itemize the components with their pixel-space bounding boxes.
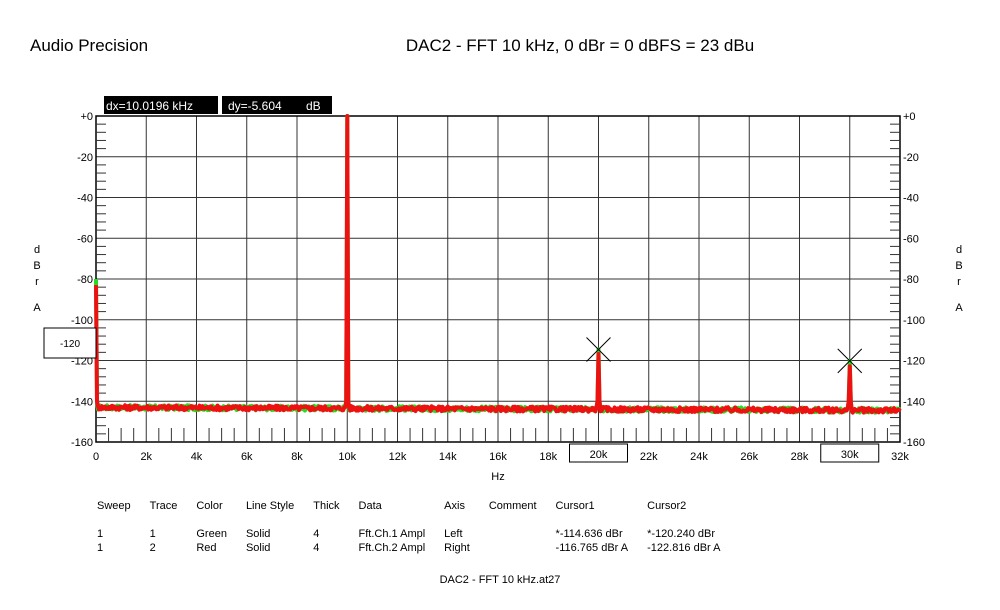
legend-cell: *-120.240 dBr (647, 528, 716, 540)
legend-header: Cursor2 (647, 500, 687, 512)
x-tick-label: 6k (241, 451, 253, 463)
x-tick-label: 8k (291, 451, 303, 463)
y-tick-label-left: -60 (77, 233, 93, 245)
x-axis-label: Hz (491, 471, 504, 483)
readout-dy: dy=-5.604 (228, 99, 282, 113)
x-tick-label: 28k (791, 451, 809, 463)
x-tick-label: 22k (640, 451, 658, 463)
legend-cell (480, 542, 547, 556)
y-tick-label-right: -20 (903, 152, 919, 164)
y-tick-label-left: -100 (71, 315, 93, 327)
legend-header: Thick (313, 500, 340, 512)
legend-header: Line Style (245, 500, 295, 512)
legend-cell: *-114.636 dBr (555, 528, 623, 540)
legend-header: Trace (149, 500, 178, 512)
x-tick-label: 24k (690, 451, 708, 463)
x-tick-label: 18k (539, 451, 557, 463)
left-axis-weight: A (33, 302, 41, 314)
legend-cell: Fft.Ch.1 Ampl (358, 528, 426, 540)
x-tick-label: 14k (439, 451, 457, 463)
legend-row: 1 1 Green Solid 4 Fft.Ch.1 Ampl Left *-1… (88, 528, 731, 542)
cursor-x-box (569, 443, 628, 463)
legend-cell: 4 (313, 542, 320, 554)
x-tick-label: 4k (191, 451, 203, 463)
x-tick-label: 2k (140, 451, 152, 463)
legend-header: Sweep (97, 500, 131, 512)
x-tick-label: 16k (489, 451, 507, 463)
legend-header: Comment (488, 500, 537, 512)
legend-cell: Solid (245, 542, 271, 554)
legend-cell: 2 (149, 542, 156, 554)
cursor-x-label: 20k (590, 449, 608, 461)
brand-label: Audio Precision (30, 36, 149, 55)
x-tick-label: 0 (93, 451, 99, 463)
legend-header: Data (358, 500, 382, 512)
y-tick-label-right: -100 (903, 315, 925, 327)
legend-header-row: Sweep Trace Color Line Style Thick Data … (88, 500, 731, 514)
legend-cell: Solid (245, 528, 271, 540)
legend-cell (480, 528, 547, 542)
legend-cell: 4 (313, 528, 320, 540)
cursor-x-box (820, 443, 880, 463)
y-tick-label-right: +0 (903, 111, 916, 123)
footer-filename: DAC2 - FFT 10 kHz.at27 (439, 574, 561, 586)
legend-row: 1 2 Red Solid 4 Fft.Ch.2 Ampl Right -116… (88, 542, 731, 556)
legend-header: Color (196, 500, 223, 512)
cursor-y-label: -120 (60, 339, 80, 350)
y-tick-label-right: -80 (903, 274, 919, 286)
y-tick-label-right: -160 (903, 437, 925, 449)
readout-divider (218, 96, 222, 114)
legend-table: Sweep Trace Color Line Style Thick Data … (88, 500, 731, 556)
legend-cell: -122.816 dBr A (647, 542, 721, 554)
y-tick-label-left: -40 (77, 193, 93, 205)
legend-header: Axis (444, 500, 465, 512)
cursor-marker (586, 337, 611, 362)
y-tick-label-left: -20 (77, 152, 93, 164)
legend-cell: 1 (97, 542, 104, 554)
series-line-2 (94, 114, 902, 415)
y-tick-label-right: -60 (903, 233, 919, 245)
readout-dx: dx=10.0196 kHz (106, 99, 193, 113)
legend-cell: Right (444, 542, 470, 554)
y-tick-label-left: -160 (71, 437, 93, 449)
legend-cell: 1 (97, 528, 104, 540)
cursor-marker (837, 348, 863, 374)
legend-cell: Left (444, 528, 463, 540)
right-axis-weight: A (955, 302, 963, 314)
legend-cell: -116.765 dBr A (555, 542, 629, 554)
x-tick-label: 10k (338, 451, 356, 463)
legend-header: Cursor1 (555, 500, 595, 512)
cursor-y-box (43, 327, 97, 359)
y-tick-label-left: +0 (80, 111, 93, 123)
readout-dy-unit: dB (306, 99, 321, 113)
legend-cell: Red (196, 542, 217, 554)
chart-title: DAC2 - FFT 10 kHz, 0 dBr = 0 dBFS = 23 d… (405, 36, 755, 55)
legend-cell: 1 (149, 528, 156, 540)
x-tick-label: 26k (740, 451, 758, 463)
y-tick-label-right: -140 (903, 396, 925, 408)
x-tick-label: 12k (389, 451, 407, 463)
x-tick-label: 32k (891, 451, 909, 463)
y-tick-label-left: -140 (71, 396, 93, 408)
legend-cell: Green (196, 528, 227, 540)
y-tick-label-right: -40 (903, 193, 919, 205)
cursor-x-label: 30k (841, 449, 859, 461)
y-tick-label-right: -120 (903, 356, 925, 368)
legend-cell: Fft.Ch.2 Ampl (358, 542, 426, 554)
y-tick-label-left: -80 (77, 274, 93, 286)
